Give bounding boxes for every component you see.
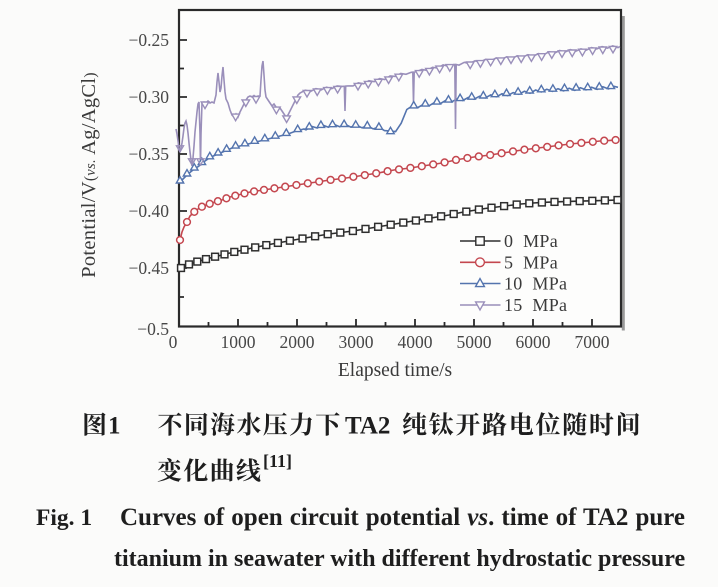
svg-text:0: 0 — [169, 332, 178, 352]
svg-text:−0.40: −0.40 — [129, 201, 170, 221]
svg-text:1: 1 — [108, 413, 121, 440]
svg-text:4000: 4000 — [398, 332, 433, 352]
svg-text:[11]: [11] — [263, 451, 292, 471]
svg-text:Curves of open circuit potenti: Curves of open circuit potential vs. tim… — [120, 504, 685, 531]
svg-text:−0.25: −0.25 — [129, 30, 170, 50]
svg-text:3000: 3000 — [339, 332, 374, 352]
svg-text:0 MPa: 0 MPa — [504, 231, 558, 251]
svg-text:Potential/V(vs. Ag/AgCl): Potential/V(vs. Ag/AgCl) — [78, 72, 100, 278]
svg-text:7000: 7000 — [575, 332, 610, 352]
svg-text:−0.5: −0.5 — [137, 319, 169, 339]
svg-text:5 MPa: 5 MPa — [504, 252, 558, 272]
svg-text:2000: 2000 — [280, 332, 315, 352]
svg-text:15 MPa: 15 MPa — [504, 295, 567, 315]
svg-text:6000: 6000 — [516, 332, 551, 352]
svg-text:Elapsed time/s: Elapsed time/s — [338, 360, 452, 381]
svg-text:titanium in seawater with diff: titanium in seawater with different hydr… — [114, 546, 685, 572]
svg-text:−0.45: −0.45 — [129, 258, 170, 278]
svg-text:1000: 1000 — [221, 332, 256, 352]
svg-text:TA2: TA2 — [345, 413, 390, 440]
svg-text:−0.30: −0.30 — [129, 87, 170, 107]
svg-text:10 MPa: 10 MPa — [504, 274, 567, 294]
svg-text:5000: 5000 — [457, 332, 492, 352]
svg-text:−0.35: −0.35 — [129, 144, 170, 164]
svg-text:Fig. 1: Fig. 1 — [36, 505, 92, 531]
